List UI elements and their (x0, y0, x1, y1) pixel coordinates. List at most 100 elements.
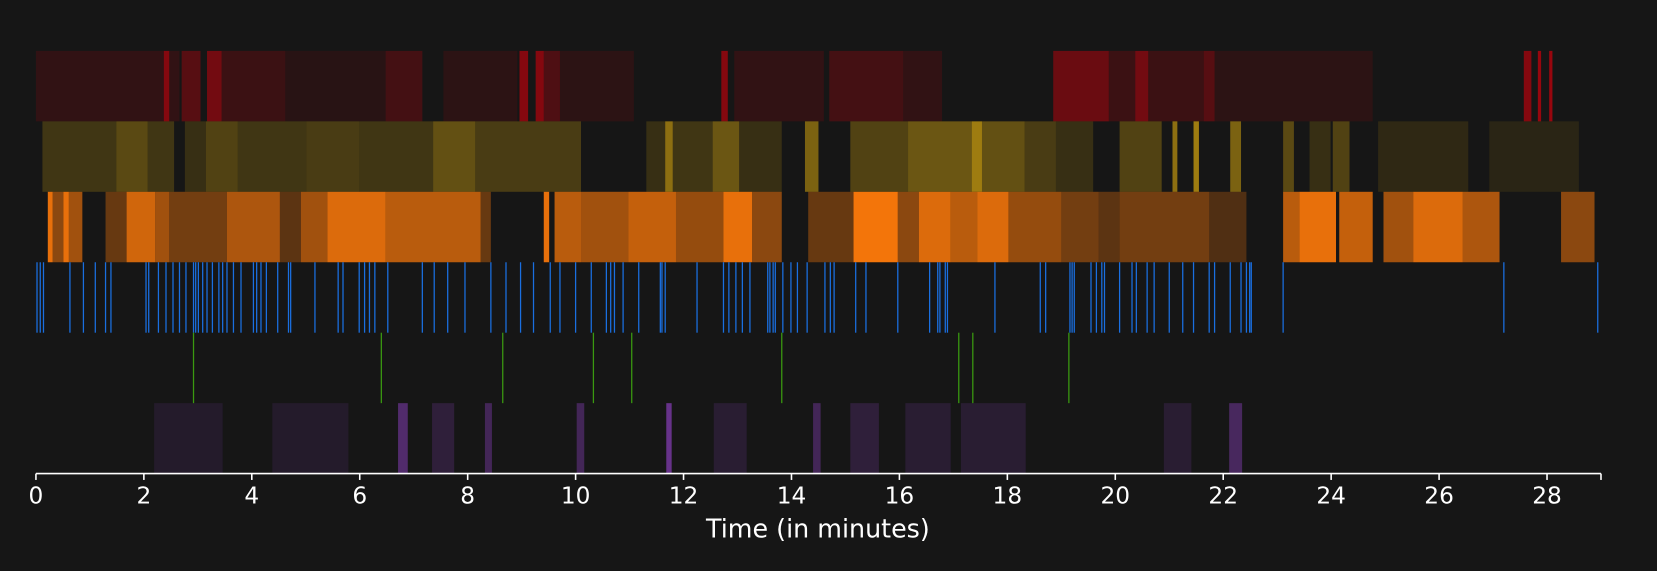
segment (576, 403, 585, 474)
segment (713, 403, 747, 474)
segment (1055, 121, 1094, 192)
segment (300, 191, 328, 263)
x-tick-label: 10 (561, 482, 591, 509)
segment (918, 191, 951, 263)
segment (1489, 121, 1579, 192)
segment (327, 191, 386, 263)
segment (398, 403, 408, 474)
segment (1108, 50, 1136, 122)
segment (581, 191, 629, 263)
segment (1008, 191, 1062, 263)
segment (721, 50, 728, 122)
segment (960, 403, 1026, 474)
x-tick-label: 6 (352, 482, 367, 509)
segment (47, 191, 53, 263)
segment (205, 121, 238, 192)
segment (285, 50, 386, 122)
segment (52, 191, 64, 263)
segment (1549, 50, 1553, 122)
segment (1119, 121, 1162, 192)
x-tick-label: 26 (1424, 482, 1454, 509)
segment (908, 121, 972, 192)
segment (237, 121, 307, 192)
segment (181, 50, 201, 122)
segment (734, 50, 824, 122)
segment (903, 50, 943, 122)
segment (1119, 191, 1210, 263)
segment (1098, 191, 1120, 263)
segment (950, 191, 978, 263)
segment (850, 403, 879, 474)
segment (519, 50, 529, 122)
segment (306, 121, 360, 192)
segment (169, 191, 227, 263)
segment (1561, 191, 1595, 263)
segment (1193, 121, 1199, 192)
x-tick-label: 8 (460, 482, 475, 509)
segment (712, 121, 740, 192)
segment (853, 191, 898, 263)
segment (646, 121, 666, 192)
segment (804, 121, 819, 192)
segment (385, 50, 423, 122)
segment (897, 191, 919, 263)
segment (221, 50, 286, 122)
x-axis-label: Time (in minutes) (705, 514, 930, 544)
segment (739, 121, 782, 192)
segment (543, 50, 560, 122)
segment (665, 121, 673, 192)
segment (433, 121, 476, 192)
segment (981, 121, 1025, 192)
segment (163, 50, 170, 122)
segment (675, 191, 724, 263)
segment (1413, 191, 1463, 263)
segment (1053, 50, 1109, 122)
x-tick-label: 14 (777, 482, 807, 509)
segment (666, 403, 672, 474)
segment (359, 121, 434, 192)
segment (1230, 121, 1242, 192)
segment (279, 191, 301, 263)
segment (432, 403, 455, 474)
segment (808, 191, 854, 263)
segment (905, 403, 951, 474)
segment (672, 121, 713, 192)
segment (1332, 121, 1350, 192)
segment (147, 121, 175, 192)
segment (1283, 121, 1294, 192)
segment (1229, 403, 1243, 474)
segment (1024, 121, 1056, 192)
segment (385, 191, 481, 263)
segment (116, 121, 148, 192)
segment (484, 403, 492, 474)
segment (475, 121, 582, 192)
segment (1537, 50, 1542, 122)
segment (1309, 121, 1331, 192)
segment (628, 191, 676, 263)
segment (1135, 50, 1149, 122)
segment (977, 191, 1009, 263)
segment (535, 50, 544, 122)
segment (1172, 121, 1178, 192)
segment (1061, 191, 1099, 263)
segment (971, 121, 982, 192)
segment (1299, 191, 1337, 263)
segment (42, 121, 117, 192)
segment (1383, 191, 1414, 263)
x-tick-label: 24 (1316, 482, 1346, 509)
segment (126, 191, 156, 263)
segment (1339, 191, 1373, 263)
segment (272, 403, 349, 474)
segment (1214, 50, 1373, 122)
segment (226, 191, 280, 263)
x-tick-label: 12 (669, 482, 699, 509)
segment (169, 50, 180, 122)
segment (184, 121, 206, 192)
segment (443, 50, 518, 122)
segment (154, 403, 223, 474)
segment (554, 191, 582, 263)
x-tick-label: 28 (1532, 482, 1562, 509)
x-tick-label: 16 (885, 482, 915, 509)
segment (68, 191, 83, 263)
segment (1148, 50, 1204, 122)
